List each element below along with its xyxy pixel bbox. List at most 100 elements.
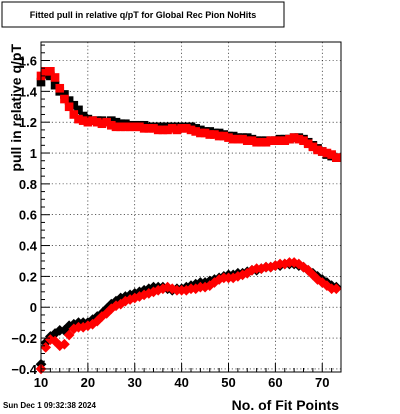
data-point (299, 136, 308, 145)
data-point (172, 125, 182, 135)
x-tick-label: 60 (268, 375, 282, 390)
data-point (102, 117, 111, 127)
data-point (64, 102, 74, 112)
data-point (214, 131, 224, 141)
y-tick-label: −0.2 (11, 331, 37, 346)
data-point (275, 136, 285, 145)
data-point (332, 153, 341, 162)
chart-title: Fitted pull in relative q/pT for Global … (30, 10, 257, 20)
ticks: 10 20 30 40 50 60 70 −0.4 −0.2 0 0.2 0.4 0.6 0.8 1 1.2 1… (11, 44, 342, 390)
data-point (92, 117, 102, 127)
data-point (327, 150, 336, 159)
title-box (1, 1, 285, 28)
data-point (121, 122, 130, 132)
y-tick-label: −0.4 (11, 362, 37, 377)
y-tick-label: 0.8 (19, 177, 37, 192)
y-axis-label: pull in relative q/pT (8, 44, 24, 172)
data-point (59, 338, 70, 350)
x-tick-label: 70 (315, 375, 329, 390)
x-tick-label: 10 (34, 375, 48, 390)
x-tick-label: 40 (174, 375, 188, 390)
data-point (144, 124, 154, 133)
data-point (116, 122, 125, 132)
data-point (60, 90, 69, 99)
data-point (177, 124, 186, 133)
y-tick-label: 0.4 (19, 239, 38, 254)
y-tick-label: 0 (30, 300, 37, 315)
data-point (167, 124, 177, 133)
data-point (60, 94, 69, 104)
data-point (64, 96, 74, 105)
data-point (63, 329, 75, 341)
data-point (111, 122, 121, 132)
y-tick-label: 1.4 (19, 84, 38, 99)
data-point (163, 125, 172, 135)
data-point (224, 133, 233, 142)
data-point (238, 134, 247, 144)
data-point (88, 116, 97, 125)
y-tick-label: 0.2 (19, 269, 37, 284)
data-point (158, 125, 168, 135)
data-point (149, 124, 158, 133)
data-point (252, 137, 261, 147)
data-point (308, 142, 318, 152)
x-tick-label: 50 (221, 375, 235, 390)
y-tick-label: 1.2 (19, 115, 37, 130)
data-point (257, 137, 266, 147)
data-point (83, 117, 93, 127)
data-point (313, 145, 322, 155)
data-point (289, 133, 299, 142)
data-point (46, 71, 55, 81)
data-point (50, 73, 60, 82)
data-point (125, 122, 135, 132)
data-point (266, 136, 275, 145)
x-tick-label: 30 (128, 375, 142, 390)
data-point (242, 136, 252, 145)
data-point (271, 136, 280, 145)
data-point (135, 122, 144, 132)
data-point (41, 66, 50, 76)
data-point (130, 122, 140, 132)
data-point (196, 128, 205, 138)
data-point (219, 131, 229, 141)
data-point (139, 124, 149, 133)
data-point (285, 134, 294, 144)
data-point (247, 136, 257, 145)
data-point (186, 125, 196, 135)
data-point (74, 105, 83, 115)
y-tick-label: 1 (30, 146, 37, 161)
data-point (228, 134, 238, 144)
data-point (280, 136, 290, 145)
data-point (78, 116, 88, 125)
data-point (200, 128, 210, 138)
x-axis-label: No. of Fit Points (232, 397, 340, 413)
data-point (322, 148, 332, 158)
data-point (182, 124, 191, 133)
data-point (69, 100, 79, 110)
data-point (303, 139, 313, 149)
data-point (55, 83, 65, 93)
data-point (107, 116, 116, 125)
data-point (153, 125, 163, 135)
data-point (69, 110, 79, 119)
y-tick-label: 0.6 (19, 208, 37, 223)
x-tick-label: 20 (81, 375, 95, 390)
data-point (107, 120, 116, 130)
data-point (111, 117, 121, 127)
data-point (233, 134, 243, 144)
data-point (205, 130, 215, 139)
data-point (261, 137, 271, 147)
series-3 (35, 257, 342, 375)
data-point (97, 119, 107, 129)
data-point (210, 130, 219, 139)
data-point (294, 134, 304, 144)
data-point (74, 114, 83, 124)
data-point (191, 127, 200, 136)
data-point (317, 147, 327, 156)
data-point (40, 341, 52, 353)
y-tick-label: 1.6 (19, 54, 37, 69)
data-point (46, 66, 55, 76)
data-point (50, 80, 60, 90)
timestamp: Sun Dec 1 09:32:38 2024 (3, 401, 96, 410)
